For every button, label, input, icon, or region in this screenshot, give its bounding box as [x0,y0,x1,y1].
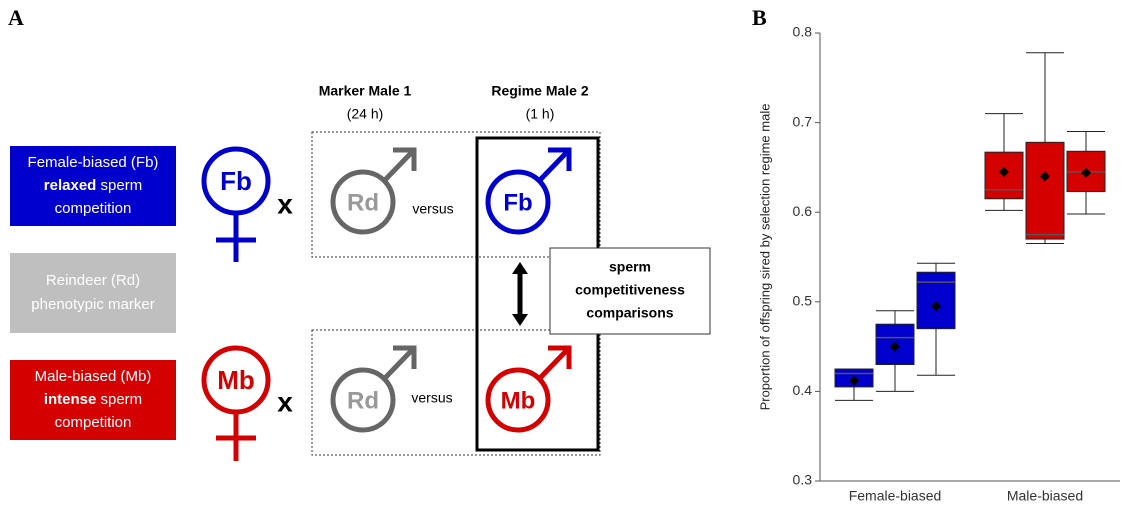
mean [1081,167,1091,178]
box [1025,141,1065,240]
mb-box [10,360,176,440]
fb-box [10,146,176,226]
box-text: phenotypic marker [31,296,154,313]
cross: x [277,386,293,417]
box-text: competition [55,200,132,217]
header: (24 h) [347,106,384,122]
bold-text: intense [44,391,97,408]
y-tick-label: 0.4 [793,382,813,398]
box-text: Female-biased (Fb) [28,154,159,171]
symbol-label: Rd [347,189,379,216]
versus: versus [411,390,452,406]
y-axis-label: Proportion of offspring sired by selecti… [757,104,772,411]
callout-text: comparisons [586,305,673,321]
callout-box [549,247,711,335]
symbol-label: Fb [220,166,252,196]
dotted-box [311,131,601,258]
header: Regime Male 2 [491,83,588,99]
callout-text: competitiveness [575,282,685,298]
mean [999,166,1009,177]
box-text: Reindeer (Rd) [46,272,140,289]
box-text: relaxed sperm [44,177,142,194]
mean [1040,171,1050,182]
female-symbol [201,345,271,461]
box-text: competition [55,414,132,431]
versus: versus [412,201,453,217]
panel-label: A [8,5,24,30]
panel-b: B Proportion of offspring sired by selec… [752,5,1120,504]
female-symbol [201,146,271,262]
symbol-label: Rd [347,387,379,414]
y-tick-label: 0.3 [793,472,813,488]
callout-text: sperm [609,259,651,275]
mean [849,375,859,386]
mean [890,341,900,352]
header: (1 h) [526,106,555,122]
male-symbol [485,345,572,433]
mean [931,301,941,312]
double-arrow [512,262,528,326]
cross: x [277,188,293,219]
box-text: sperm [96,391,142,408]
male-symbol [330,147,417,235]
x-tick-label: Male-biased [1007,488,1083,504]
x-tick-label: Female-biased [849,488,942,504]
symbol-label: Mb [501,387,536,414]
panel-a: A Marker Male 1 (24 h) Regime Male 2 (1 … [8,5,711,461]
symbol-label: Mb [217,365,255,395]
dotted-box [311,329,601,456]
header: Marker Male 1 [319,83,412,99]
y-tick-label: 0.7 [793,113,813,129]
box-text: sperm [96,177,142,194]
y-tick-label: 0.6 [793,203,813,219]
y-tick-label: 0.8 [793,24,813,40]
box-text: intense sperm [44,391,142,408]
panel-label: B [752,5,767,30]
symbol-label: Fb [503,189,532,216]
box-text: Male-biased (Mb) [35,368,152,385]
y-tick-label: 0.5 [793,293,813,309]
male-symbol [330,345,417,433]
male-symbol [485,147,572,235]
rd-box [10,253,176,333]
bold-text: relaxed [44,177,97,194]
box [916,271,956,330]
